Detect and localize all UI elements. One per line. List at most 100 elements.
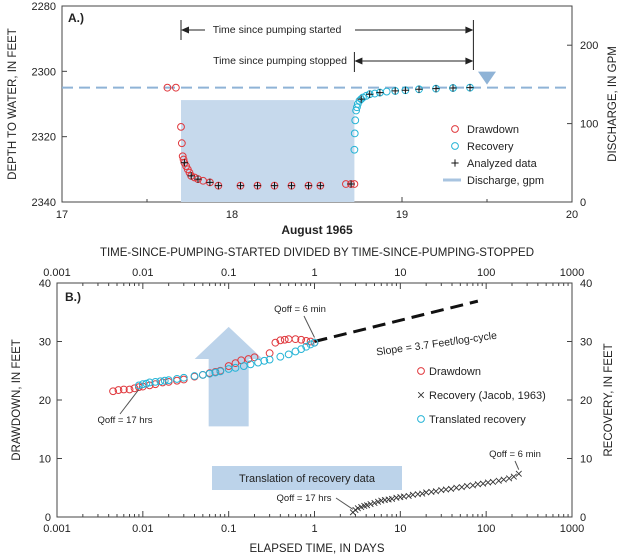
qoff-17hrs-left-leader <box>119 389 140 415</box>
point-translated-recovery <box>297 345 306 354</box>
point-recovery-jacob-1963 <box>432 488 440 495</box>
point-recovery-jacob-1963 <box>505 475 513 482</box>
x-top-tick-label: 1 <box>311 267 317 279</box>
point-recovery <box>350 129 359 138</box>
point-drawdown <box>177 122 185 131</box>
point-translated-recovery <box>142 379 151 388</box>
point-analyzed-data <box>347 180 355 188</box>
y-left-tick-label: 2340 <box>32 197 56 209</box>
point-translated-recovery <box>179 373 188 382</box>
x-tick-label: 18 <box>226 209 238 221</box>
qoff-17hrs-bottom-leader <box>335 497 354 510</box>
x-tick-label: 1 <box>311 523 317 535</box>
x-top-tick-label: 10 <box>394 267 406 279</box>
water-level-triangle-icon <box>478 71 496 85</box>
series-analyzed-data <box>180 84 474 190</box>
point-recovery-jacob-1963 <box>479 480 487 487</box>
x-top-tick-label: 1000 <box>560 267 584 279</box>
y-right-tick-label: 10 <box>580 454 592 466</box>
point-translated-recovery <box>246 360 255 369</box>
panel-a-annotations: Time since pumping started Time since pum… <box>180 20 474 72</box>
legend-marker-drawdown <box>451 125 459 133</box>
panel-b-legend: Drawdown Recovery (Jacob, 1963) Translated… <box>417 366 546 426</box>
y-left-tick-label: 10 <box>39 454 51 466</box>
panel-b-y-axis-label-left: DRAWDOWN, IN FEET <box>11 339 23 461</box>
point-translated-recovery <box>151 377 160 386</box>
point-recovery-jacob-1963 <box>453 484 460 491</box>
point-analyzed-data <box>270 182 279 190</box>
panel-b-ticks: 0.0010.0010.010.010.10.11110101001001000… <box>39 267 593 535</box>
x-top-tick-label: 100 <box>477 267 495 279</box>
point-recovery-jacob-1963 <box>419 490 426 497</box>
annotation-time-since-started: Time since pumping started <box>213 24 342 36</box>
point-translated-recovery <box>276 352 285 361</box>
point-translated-recovery <box>310 338 319 347</box>
y-left-tick-label: 20 <box>39 395 51 407</box>
arrowhead-left <box>181 26 189 34</box>
point-recovery-jacob-1963 <box>489 478 497 486</box>
panel-a-x-axis-label: August 1965 <box>281 223 353 237</box>
translation-arrow: Translation of recovery data <box>194 326 402 490</box>
x-top-tick-label: 0.001 <box>43 267 71 279</box>
panel-a-legend: Drawdown Recovery Analyzed data Discharge, … <box>443 124 544 187</box>
x-tick-label: 0.01 <box>132 523 153 535</box>
arrowhead-left <box>354 57 363 65</box>
point-recovery-jacob-1963 <box>354 505 361 512</box>
legend-marker-analyzed-data <box>451 159 459 167</box>
panel-a: A.) 17 18 19 20 2280 2300 2320 2340 0 100 200 Time… <box>7 1 619 237</box>
point-recovery <box>370 89 379 98</box>
point-translated-recovery <box>198 370 207 379</box>
x-tick-label: 19 <box>396 209 408 221</box>
point-translated-recovery <box>145 378 154 387</box>
point-analyzed-data <box>304 182 313 190</box>
arrowhead-right <box>465 26 474 34</box>
point-drawdown <box>119 385 128 394</box>
qoff-6min-bottom-leader <box>514 460 520 470</box>
point-recovery-jacob-1963 <box>363 502 371 509</box>
point-analyzed-data <box>206 178 214 186</box>
point-drawdown <box>109 387 117 396</box>
point-analyzed-data <box>214 182 222 190</box>
point-recovery-jacob-1963 <box>405 492 412 500</box>
panel-a-ticks: 17 18 19 20 2280 2300 2320 2340 0 100 200 <box>32 1 599 221</box>
series-translated-recovery <box>135 338 319 390</box>
slope-annotation: Slope = 3.7 Feet/log-cycle <box>375 330 497 359</box>
point-analyzed-data <box>357 95 365 103</box>
point-analyzed-data <box>466 84 474 92</box>
legend-marker-drawdown <box>417 367 425 375</box>
point-recovery-jacob-1963 <box>409 491 416 498</box>
panel-b: TIME-SINCE-PUMPING-STARTED DIVIDED BY TI… <box>11 247 615 555</box>
y-left-tick-label: 40 <box>39 278 51 290</box>
point-recovery-jacob-1963 <box>423 489 430 496</box>
qoff-17hrs-left-label: Qoff = 17 hrs <box>97 415 152 426</box>
point-analyzed-data <box>366 90 374 98</box>
y-right-tick-label: 0 <box>580 512 586 524</box>
panel-a-y-axis-label-left: DEPTH TO WATER, IN FEET <box>7 28 19 180</box>
annotation-time-since-stopped: Time since pumping stopped <box>213 55 347 67</box>
point-recovery <box>382 87 391 96</box>
point-recovery-jacob-1963 <box>500 476 507 483</box>
panel-a-discharge-area <box>181 100 355 202</box>
y-left-tick-label: 30 <box>39 337 51 349</box>
point-recovery-jacob-1963 <box>515 470 522 477</box>
slope-line <box>314 299 479 343</box>
point-analyzed-data <box>236 182 245 190</box>
point-recovery <box>353 103 361 112</box>
point-recovery-jacob-1963 <box>474 481 481 488</box>
x-top-tick-label: 0.1 <box>221 267 236 279</box>
arrowhead-right <box>465 57 474 65</box>
point-drawdown <box>172 83 180 92</box>
point-drawdown <box>276 336 285 345</box>
point-recovery-jacob-1963 <box>371 499 378 507</box>
point-analyzed-data <box>287 182 296 190</box>
point-drawdown <box>250 353 259 362</box>
point-drawdown <box>271 338 280 347</box>
legend-label-drawdown: Drawdown <box>467 124 519 136</box>
legend-marker-recovery <box>451 142 459 150</box>
y-left-tick-label: 2300 <box>32 66 56 78</box>
x-tick-label: 10 <box>394 523 406 535</box>
series-recovery-jacob-1963 <box>349 470 522 516</box>
y-right-tick-label: 200 <box>580 40 598 52</box>
x-tick-label: 100 <box>477 523 495 535</box>
